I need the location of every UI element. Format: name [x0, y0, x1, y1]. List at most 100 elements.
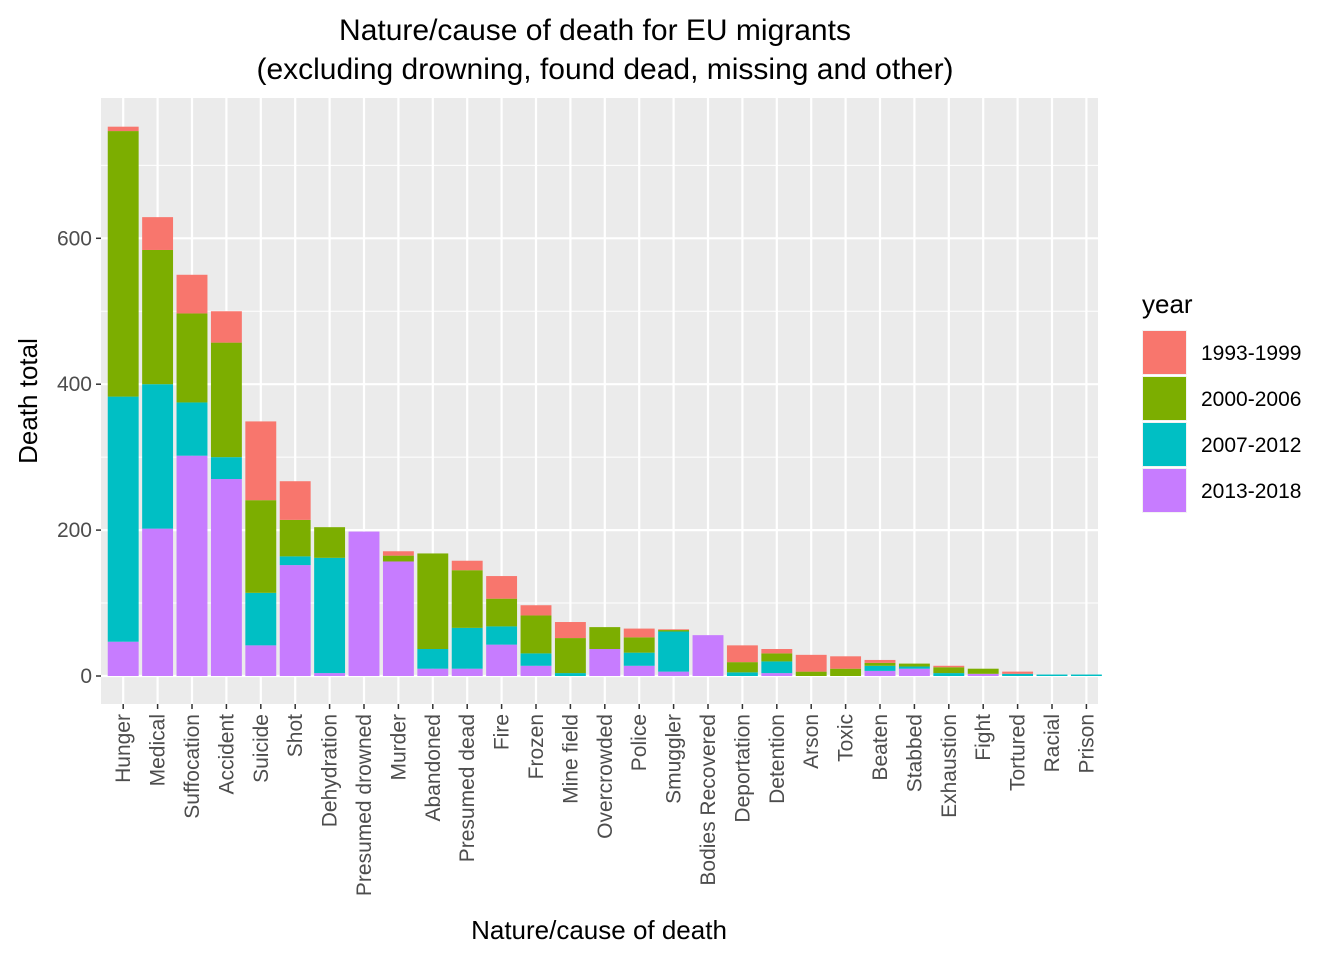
bar-segment	[1002, 673, 1034, 676]
bar-segment	[348, 531, 380, 676]
x-tick-label: Frozen	[525, 714, 548, 779]
bar-segment	[451, 668, 483, 676]
bar-segment	[898, 668, 930, 676]
bar-segment	[520, 615, 552, 654]
bar-segment	[520, 653, 552, 666]
bar-segment	[830, 668, 862, 676]
x-tick-label: Murder	[387, 714, 410, 781]
x-tick-label: Overcrowded	[594, 714, 617, 839]
bar-segment	[142, 528, 174, 676]
bar-segment	[382, 555, 414, 562]
x-tick-label: Stabbed	[903, 714, 926, 792]
bar-segment	[658, 671, 690, 676]
bar-segment	[761, 673, 793, 676]
x-tick-label: Mine field	[559, 714, 582, 804]
bar-segment	[864, 670, 896, 676]
bar-segment	[417, 668, 449, 676]
legend-label: 2000-2006	[1201, 388, 1301, 411]
x-tick-label: Tortured	[1007, 714, 1030, 791]
bar-segment	[107, 126, 139, 132]
x-tick-label: Beaten	[869, 714, 892, 781]
bar-segment	[451, 560, 483, 571]
x-axis-title: Nature/cause of death	[471, 915, 727, 945]
bar-segment	[898, 663, 930, 667]
bar-segment	[933, 665, 965, 668]
x-tick-label: Deportation	[731, 714, 754, 823]
bar-segment	[245, 421, 277, 501]
bar-segment	[623, 652, 655, 666]
x-tick-label: Presumed dead	[456, 714, 479, 862]
bar-segment	[520, 605, 552, 616]
bar-segment	[245, 592, 277, 646]
x-tick-label: Abandoned	[422, 714, 445, 821]
bar-segment	[761, 661, 793, 674]
x-tick-label: Hunger	[112, 714, 135, 783]
bar-segment	[933, 667, 965, 674]
bar-segment	[658, 630, 690, 632]
bar-segment	[726, 672, 758, 676]
legend-label: 1993-1999	[1201, 342, 1301, 365]
bar-segment	[726, 645, 758, 663]
bar-segment	[142, 249, 174, 385]
bar-segment	[382, 551, 414, 556]
bar-segment	[623, 665, 655, 676]
x-tick-label: Medical	[147, 714, 170, 786]
bar-segment	[486, 598, 518, 627]
y-tick-label: 400	[57, 373, 92, 396]
bar-segment	[142, 384, 174, 529]
bar-segment	[589, 649, 621, 676]
bar-segment	[967, 668, 999, 674]
bar-segment	[1036, 674, 1068, 676]
legend: year 1993-1999 2000-2006 2007-2012 2013-201…	[1142, 289, 1301, 513]
x-tick-label: Accident	[215, 714, 238, 795]
bar-segment	[210, 457, 242, 480]
x-tick-label: Dehydration	[319, 714, 342, 827]
bar-segment	[107, 131, 139, 397]
x-tick-label: Shot	[284, 714, 307, 757]
bar-segment	[486, 626, 518, 645]
bar-segment	[314, 673, 346, 676]
bar-segment	[417, 553, 449, 650]
x-axis: Hunger Medical Suffocation Accident Suicide S…	[112, 704, 1098, 896]
bar-segment	[520, 665, 552, 676]
legend-title: year	[1142, 289, 1193, 319]
bar-segment	[486, 644, 518, 676]
bar-segment	[142, 217, 174, 250]
bar-segment	[554, 622, 586, 639]
bar-segment	[107, 641, 139, 676]
bar-segment	[898, 666, 930, 669]
x-tick-label: Fight	[972, 714, 995, 761]
bar-segment	[279, 481, 311, 520]
bar-segment	[967, 673, 999, 676]
legend-items: 1993-1999 2000-2006 2007-2012 2013-2018	[1142, 330, 1301, 513]
bars-layer	[107, 126, 1102, 676]
legend-key	[1143, 423, 1186, 466]
bar-segment	[210, 342, 242, 458]
x-tick-label: Suffocation	[181, 714, 204, 819]
bar-segment	[761, 649, 793, 654]
x-tick-label: Fire	[491, 714, 514, 750]
bar-segment	[210, 479, 242, 676]
bar-segment	[451, 570, 483, 628]
bar-segment	[107, 396, 139, 642]
bar-segment	[623, 637, 655, 653]
y-tick-label: 0	[80, 665, 92, 688]
x-tick-label: Bodies Recovered	[697, 714, 720, 886]
bar-segment	[279, 519, 311, 557]
bar-segment	[830, 656, 862, 669]
x-tick-label: Arson	[800, 714, 823, 769]
bar-segment	[451, 627, 483, 669]
bar-segment	[658, 631, 690, 672]
bar-segment	[726, 662, 758, 673]
bar-segment	[176, 313, 208, 403]
bar-segment	[314, 557, 346, 674]
y-tick-label: 200	[57, 519, 92, 542]
x-tick-label: Exhaustion	[938, 714, 961, 818]
x-tick-label: Prison	[1075, 714, 1098, 774]
bar-segment	[761, 653, 793, 662]
chart-title-line-2: (excluding drowning, found dead, missing…	[256, 53, 953, 86]
x-tick-label: Smuggler	[663, 714, 686, 804]
legend-key	[1143, 331, 1186, 374]
bar-segment	[176, 455, 208, 676]
